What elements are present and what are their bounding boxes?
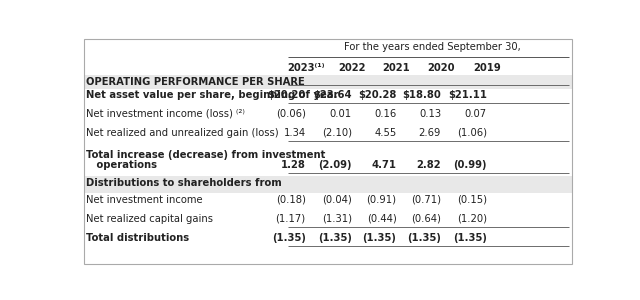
Text: 4.55: 4.55 <box>374 128 396 138</box>
Text: 1.28: 1.28 <box>281 160 306 170</box>
Text: 1.34: 1.34 <box>284 128 306 138</box>
Text: Net investment income (loss) ⁽²⁾: Net investment income (loss) ⁽²⁾ <box>86 109 245 119</box>
Text: For the years ended September 30,: For the years ended September 30, <box>344 42 520 52</box>
Text: (1.35): (1.35) <box>272 233 306 243</box>
Text: 0.07: 0.07 <box>465 109 486 119</box>
Text: (2.09): (2.09) <box>318 160 352 170</box>
Text: (1.35): (1.35) <box>407 233 441 243</box>
Text: (0.44): (0.44) <box>367 214 396 224</box>
Text: (1.06): (1.06) <box>457 128 486 138</box>
Text: (0.18): (0.18) <box>276 195 306 205</box>
Text: Distributions to shareholders from: Distributions to shareholders from <box>86 178 282 188</box>
Bar <box>84 75 572 89</box>
Text: $23.64: $23.64 <box>313 90 352 100</box>
Text: 2022: 2022 <box>338 63 365 73</box>
Text: Total increase (decrease) from investment: Total increase (decrease) from investmen… <box>86 150 325 160</box>
Bar <box>84 176 572 193</box>
Text: (0.71): (0.71) <box>411 195 441 205</box>
Text: (0.64): (0.64) <box>412 214 441 224</box>
Text: 2.69: 2.69 <box>419 128 441 138</box>
Text: 0.13: 0.13 <box>419 109 441 119</box>
Text: (0.99): (0.99) <box>453 160 486 170</box>
Text: $21.11: $21.11 <box>448 90 486 100</box>
Text: (1.20): (1.20) <box>457 214 486 224</box>
Text: 2021: 2021 <box>383 63 410 73</box>
Text: Total distributions: Total distributions <box>86 233 189 243</box>
Text: (0.04): (0.04) <box>322 195 352 205</box>
Text: (1.17): (1.17) <box>276 214 306 224</box>
Text: 2019: 2019 <box>473 63 500 73</box>
Text: (1.35): (1.35) <box>318 233 352 243</box>
Text: 0.01: 0.01 <box>330 109 352 119</box>
Text: Net asset value per share, beginning of year: Net asset value per share, beginning of … <box>86 90 339 100</box>
Text: (0.91): (0.91) <box>367 195 396 205</box>
Text: $18.80: $18.80 <box>403 90 441 100</box>
Text: (1.31): (1.31) <box>322 214 352 224</box>
Text: (1.35): (1.35) <box>363 233 396 243</box>
Text: 2.82: 2.82 <box>417 160 441 170</box>
Text: 4.71: 4.71 <box>371 160 396 170</box>
Text: $20.20: $20.20 <box>268 90 306 100</box>
Text: Net investment income: Net investment income <box>86 195 203 205</box>
Text: Net realized capital gains: Net realized capital gains <box>86 214 213 224</box>
Text: (2.10): (2.10) <box>322 128 352 138</box>
Text: 2023⁽¹⁾: 2023⁽¹⁾ <box>287 63 324 73</box>
Text: (0.06): (0.06) <box>276 109 306 119</box>
Text: Net realized and unrealized gain (loss): Net realized and unrealized gain (loss) <box>86 128 278 138</box>
Text: 0.16: 0.16 <box>374 109 396 119</box>
Text: 2020: 2020 <box>428 63 455 73</box>
Text: operations: operations <box>86 160 157 170</box>
Text: OPERATING PERFORMANCE PER SHARE: OPERATING PERFORMANCE PER SHARE <box>86 77 305 87</box>
Text: (0.15): (0.15) <box>457 195 486 205</box>
Text: (1.35): (1.35) <box>453 233 486 243</box>
Text: $20.28: $20.28 <box>358 90 396 100</box>
